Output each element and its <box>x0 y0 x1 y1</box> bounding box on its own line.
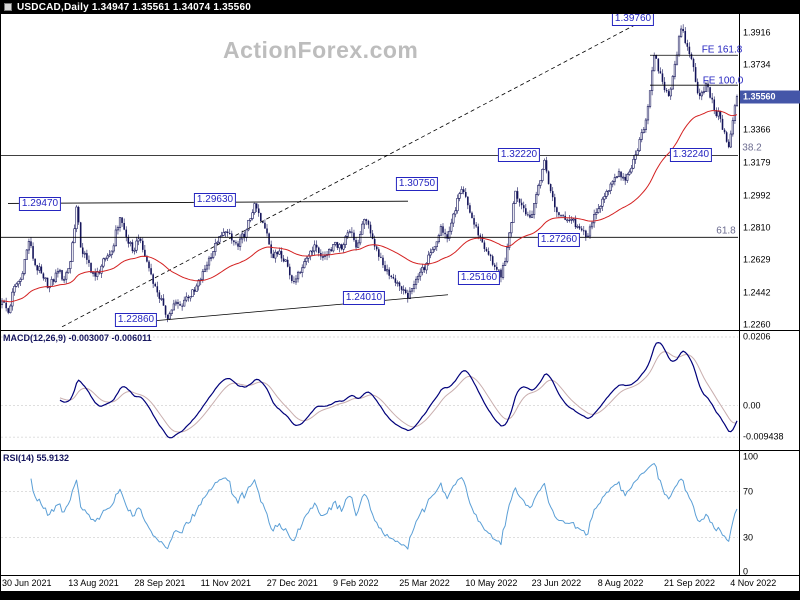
chart-title: USDCAD,Daily 1.34947 1.35561 1.34074 1.3… <box>17 1 251 13</box>
macd-indicator-label: MACD(12,26,9) -0.003007 -0.006011 <box>3 333 152 343</box>
watermark: ActionForex.com <box>223 37 419 63</box>
rsi-indicator-label: RSI(14) 55.9132 <box>3 453 70 463</box>
chart-symbol-icon <box>4 3 12 11</box>
current-price-tag: 1.35560 <box>740 90 800 104</box>
chart-title-bar: USDCAD,Daily 1.34947 1.35561 1.34074 1.3… <box>0 0 800 14</box>
